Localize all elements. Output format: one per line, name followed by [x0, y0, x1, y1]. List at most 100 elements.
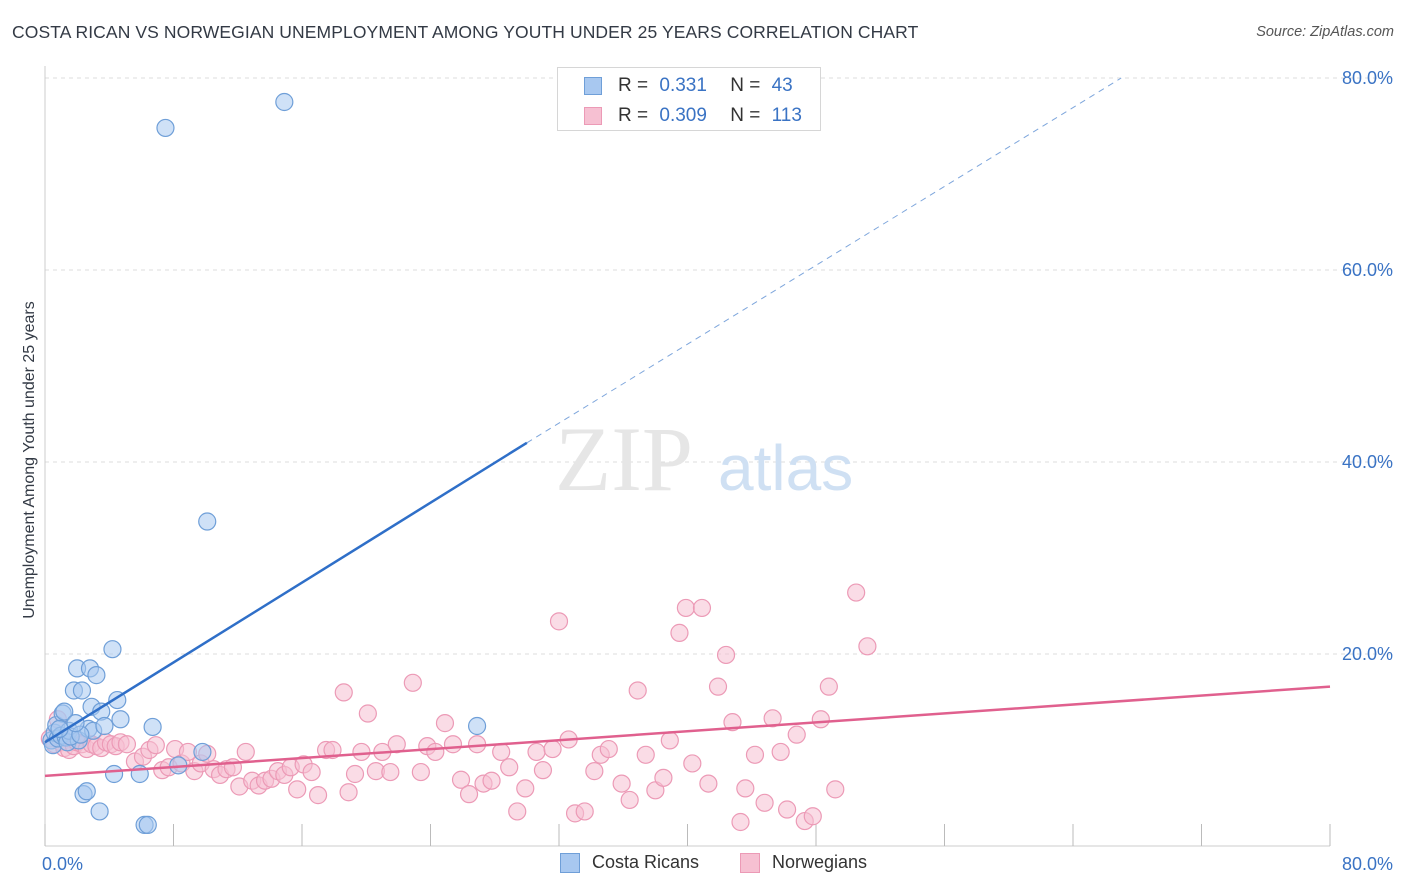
norwegian-point [516, 779, 535, 798]
norwegian-point [339, 783, 358, 802]
norwegian-point [660, 731, 679, 750]
norwegian-point [771, 742, 790, 762]
norwegian-point [527, 742, 546, 762]
norwegian-point [826, 780, 845, 799]
grid-layer [45, 77, 1392, 655]
norwegian-point [670, 623, 689, 642]
norwegian-point [692, 598, 712, 618]
norwegian-point [745, 745, 765, 764]
norwegian-point [755, 793, 774, 812]
stats-text: R = 0.331 N = 43 [618, 75, 793, 97]
costa-rican-point [467, 716, 487, 736]
norwegian-point [288, 780, 307, 799]
norwegian-point [387, 735, 406, 754]
legend-swatch-pink [584, 107, 602, 125]
norwegian-point [654, 768, 673, 787]
norwegian-point [323, 740, 342, 760]
costa-rican-point [193, 742, 212, 762]
norwegian-point [763, 709, 782, 728]
norwegian-point [636, 745, 655, 764]
watermark: ZIP atlas [555, 408, 853, 510]
costa-rican-trend-extension [526, 77, 1122, 444]
norwegian-point [533, 761, 553, 780]
norwegian-point [146, 736, 165, 755]
costa-rican-point [90, 802, 109, 821]
costa-rican-point [55, 702, 74, 721]
n-label: N = [730, 75, 761, 96]
norwegian-point [358, 704, 377, 723]
norwegian-point [345, 764, 365, 784]
norwegian-point [500, 758, 519, 777]
norwegian-point [803, 807, 822, 826]
norwegian-point [451, 770, 471, 789]
norwegian-point [847, 583, 866, 602]
norwegian-point [482, 771, 501, 790]
norwegian-point [819, 677, 838, 696]
watermark-atlas: atlas [718, 432, 853, 504]
norwegian-point [699, 774, 718, 793]
norwegian-point [723, 713, 742, 732]
norwegian-point [777, 800, 797, 819]
norwegian-point [731, 812, 750, 832]
norwegian-point [736, 779, 755, 798]
x-tick-label: 0.0% [42, 854, 83, 874]
x-tick-label: 80.0% [1342, 854, 1393, 874]
costa-rican-point [72, 681, 92, 700]
y-axis-label: Unemployment Among Youth under 25 years [21, 301, 38, 619]
norwegian-point [308, 786, 328, 805]
legend-swatch-norwegians [740, 853, 760, 873]
norwegian-point [599, 739, 618, 759]
stats-row-costa-ricans: R = 0.331 N = 43 [558, 71, 820, 101]
norwegian-point [858, 637, 877, 656]
stats-legend: R = 0.331 N = 43 R = 0.309 N = 113 [557, 67, 821, 131]
norwegian-point [443, 735, 463, 754]
costa-rican-point [95, 716, 114, 736]
trend-layer [44, 77, 1331, 778]
norwegian-point [508, 802, 527, 821]
watermark-zip: ZIP [555, 408, 693, 510]
stats-text: R = 0.309 N = 113 [618, 105, 802, 127]
r-label: R = [618, 105, 649, 126]
norwegian-point [352, 742, 371, 762]
norwegian-point [492, 742, 511, 762]
norwegian-point [236, 742, 255, 762]
norwegian-point [811, 710, 830, 729]
norwegian-point [403, 673, 422, 692]
norwegian-point [585, 762, 604, 781]
norwegian-point [787, 725, 806, 744]
legend-swatch-blue [584, 77, 602, 95]
legend-label-norwegians: Norwegians [772, 852, 868, 872]
norwegian-point [628, 681, 647, 700]
norwegian-point [575, 802, 594, 821]
norwegian-point [426, 742, 445, 762]
norwegian-point [117, 735, 137, 754]
norwegian-point [708, 677, 728, 696]
costa-rican-point [111, 710, 130, 729]
costa-rican-point [198, 512, 217, 531]
norwegian-point [302, 762, 321, 782]
norwegian-point [543, 739, 562, 759]
costa-rican-point [156, 118, 175, 138]
tick-label-layer: 20.0% 40.0% 60.0% 80.0% 0.0% 80.0% [42, 68, 1393, 874]
legend-swatch-costa-ricans [560, 853, 580, 873]
costa-rican-trend-line [44, 441, 528, 744]
costa-rican-point [138, 815, 157, 834]
stats-row-norwegians: R = 0.309 N = 113 [558, 101, 820, 131]
norwegian-point [620, 790, 639, 810]
norwegian-point [435, 714, 455, 733]
costa-rican-point [275, 92, 294, 112]
norwegian-point [683, 754, 702, 773]
chart-title: COSTA RICAN VS NORWEGIAN UNEMPLOYMENT AM… [12, 22, 919, 42]
norwegian-point [334, 683, 353, 702]
legend-label-costa-ricans: Costa Ricans [592, 852, 700, 872]
costa-rican-point [103, 640, 122, 659]
r-value: 0.309 [659, 105, 707, 126]
norwegian-point [716, 645, 736, 665]
y-tick-label: 20.0% [1342, 644, 1393, 664]
y-tick-label: 80.0% [1342, 68, 1393, 88]
r-label: R = [618, 75, 649, 96]
norwegian-point [411, 762, 430, 782]
y-tick-label: 60.0% [1342, 260, 1393, 280]
costa-rican-point [104, 764, 124, 784]
